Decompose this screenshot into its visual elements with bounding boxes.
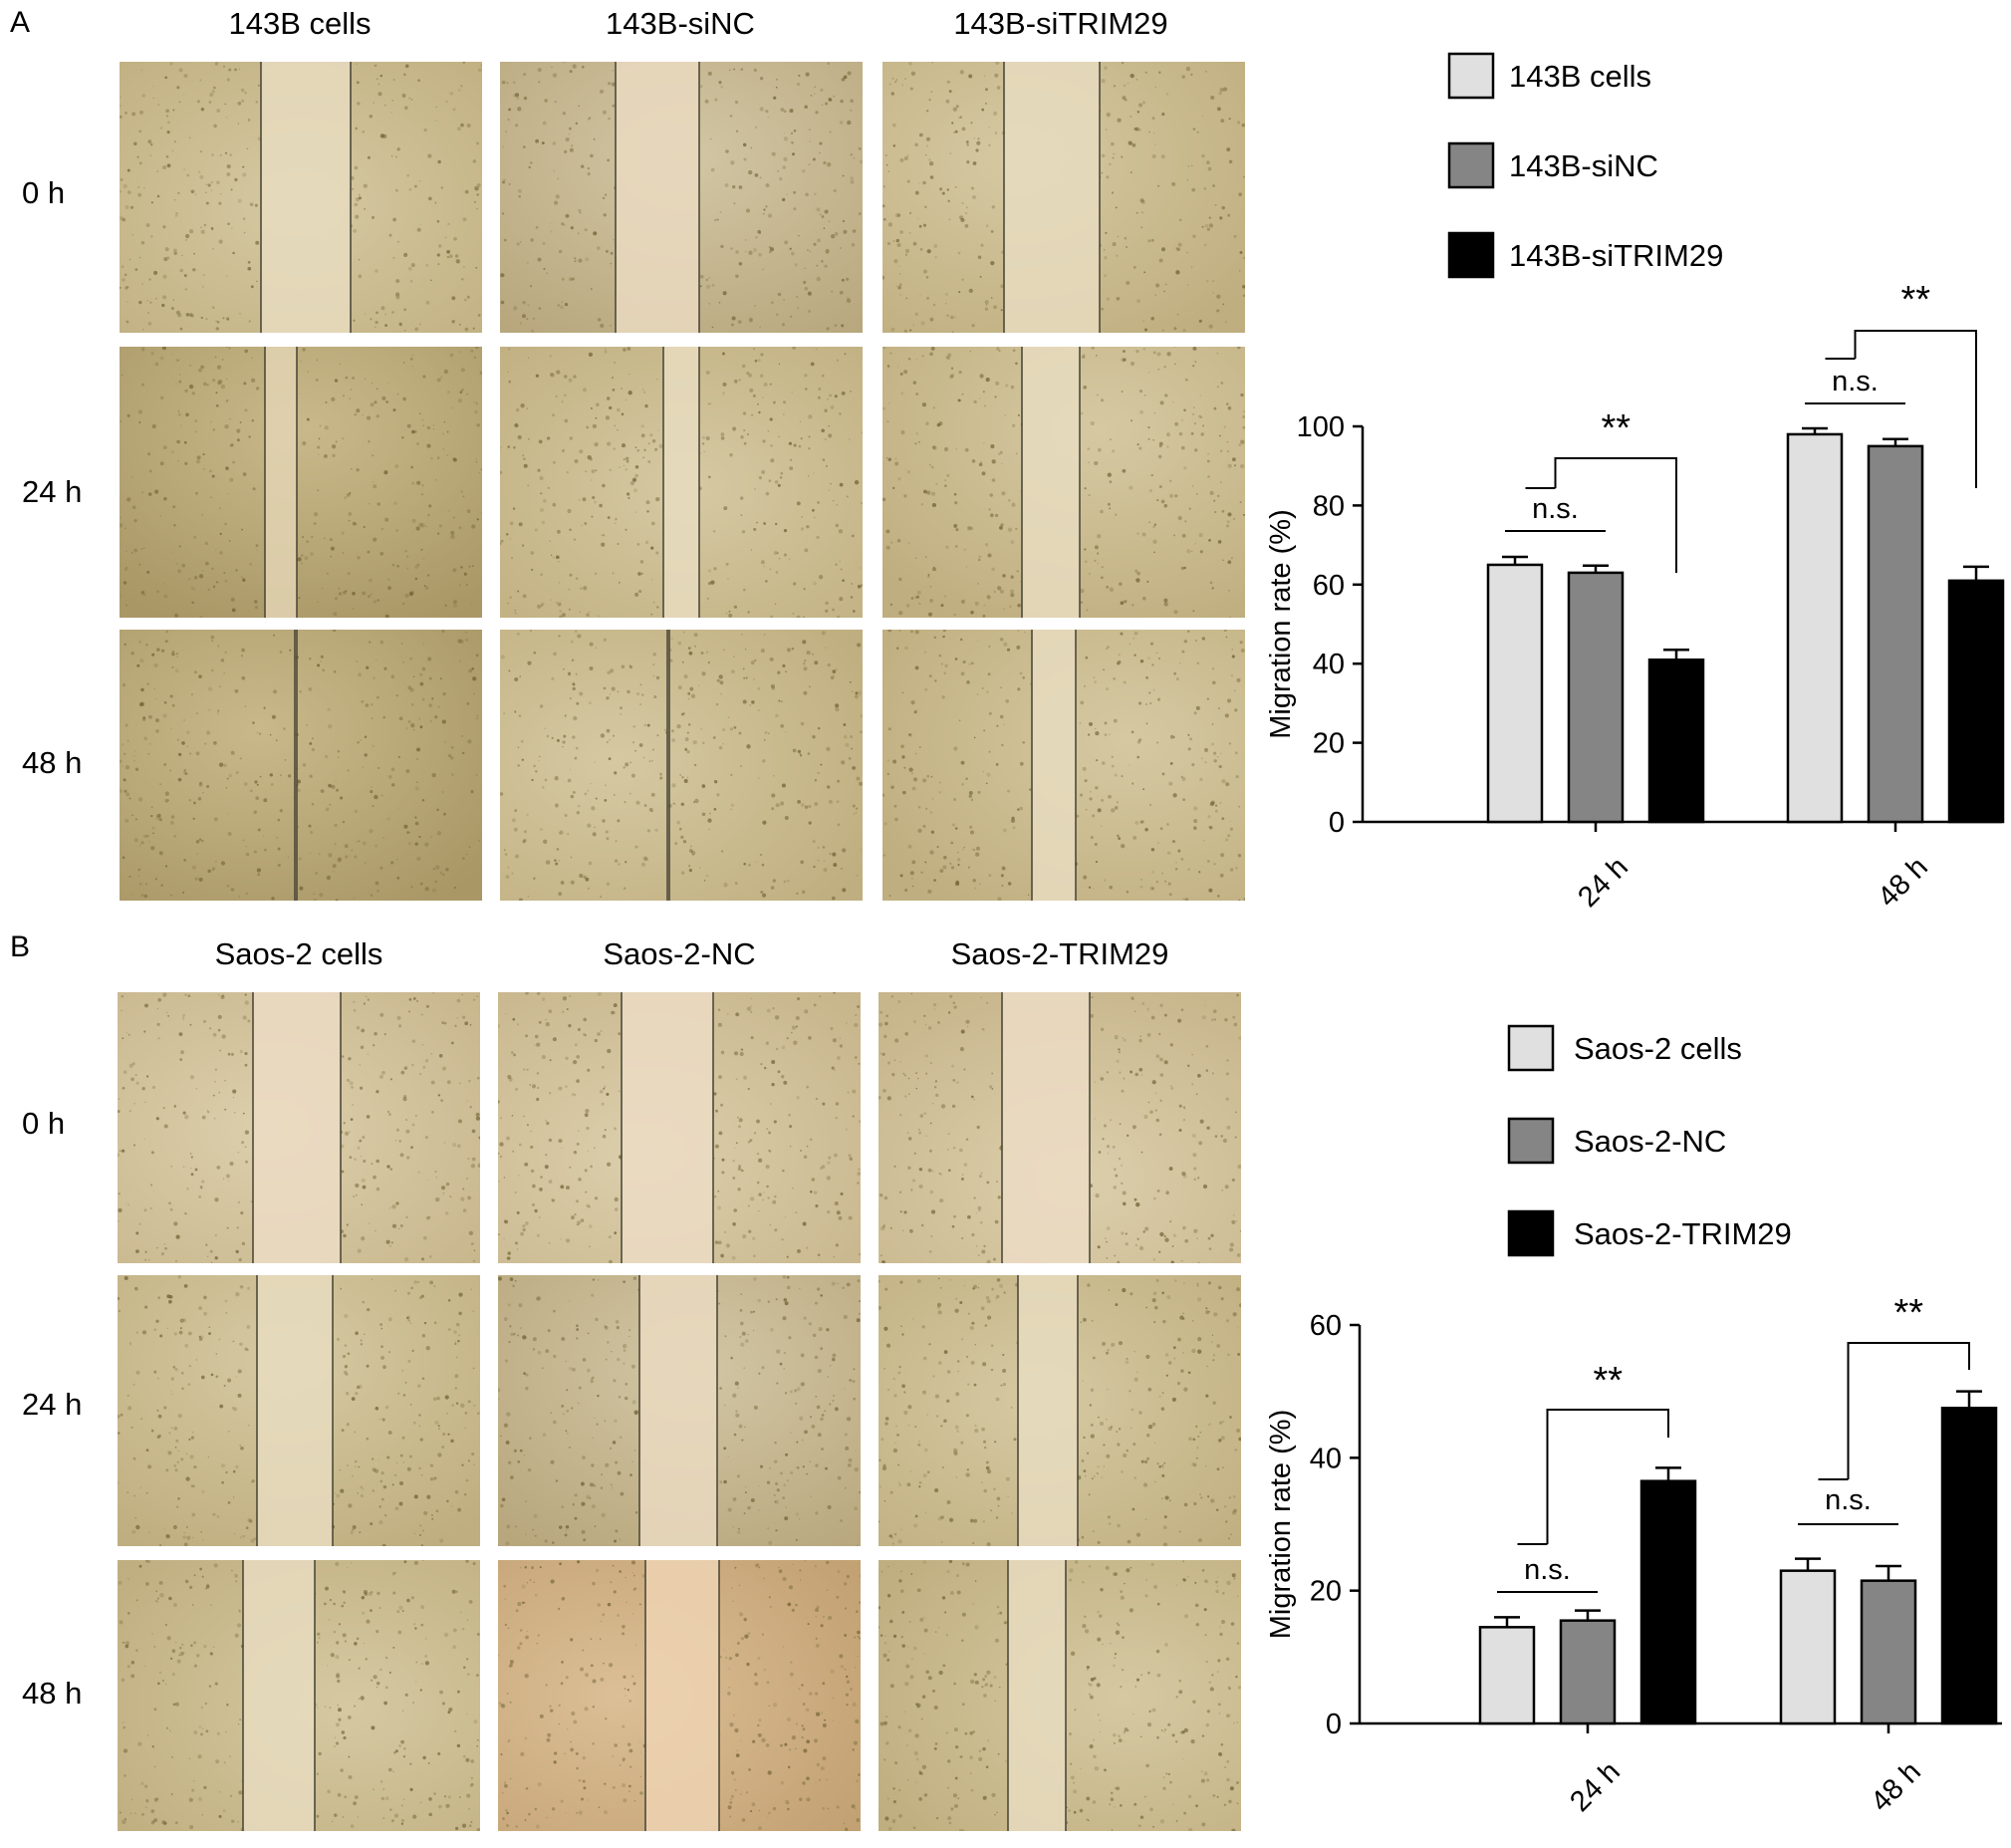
panel-b-row-label-0h: 0 h — [22, 1106, 66, 1141]
bar — [1647, 658, 1705, 824]
panel-b-column-title-3: Saos-2-TRIM29 — [950, 936, 1169, 971]
legend-swatch — [1447, 231, 1495, 279]
legend-swatch — [1507, 1209, 1555, 1257]
legend-label: 143B-siNC — [1509, 148, 1658, 183]
bar — [1947, 579, 2005, 824]
bar — [1786, 432, 1844, 824]
ns-label: n.s. — [1832, 366, 1879, 397]
x-tick-label: 48 h — [1872, 851, 1934, 914]
panel-a-row-label-48h: 48 h — [22, 745, 83, 780]
bar — [1559, 1619, 1617, 1725]
legend-label: Saos-2 cells — [1574, 1031, 1742, 1066]
y-tick-label: 0 — [1326, 1709, 1342, 1740]
panel-b-row-label-48h: 48 h — [22, 1676, 83, 1711]
bar — [1478, 1626, 1536, 1725]
panel-b-column-title-1: Saos-2 cells — [214, 936, 383, 971]
micrograph-143b-cells-48h — [120, 630, 482, 901]
y-axis-label: Migration rate (%) — [1265, 509, 1297, 738]
y-tick-label: 20 — [1310, 1576, 1342, 1608]
bar — [1860, 1579, 1917, 1725]
micrograph-saos2-nc-24h — [498, 1275, 861, 1546]
y-tick-label: 60 — [1310, 1310, 1342, 1342]
x-tick-label: 24 h — [1572, 851, 1634, 914]
y-tick-label: 60 — [1313, 570, 1345, 602]
sig-bracket — [1847, 1342, 1970, 1479]
micrograph-saos2-cells-24h — [118, 1275, 480, 1546]
micrograph-saos2-trim29-0h — [879, 992, 1241, 1263]
bar — [1486, 563, 1544, 824]
y-tick-label: 80 — [1313, 490, 1345, 522]
micrograph-143b-cells-0h — [120, 62, 482, 333]
panel-a-bar-chart-svg: 143B cells 143B-siNC 143B-siTRIM29 0 20 40 60 8… — [1265, 52, 2005, 914]
micrograph-143b-sitrim29-24h — [882, 347, 1245, 618]
micrograph-143b-sitrim29-0h — [882, 62, 1245, 333]
panel-b-bar-chart-svg: Saos-2 cells Saos-2-NC Saos-2-TRIM29 0 20 40 6… — [1265, 1024, 2002, 1818]
bar — [1940, 1407, 1998, 1725]
legend-label: Saos-2-TRIM29 — [1574, 1216, 1792, 1251]
legend-swatch — [1447, 52, 1495, 100]
panel-b-chart: Saos-2 cells Saos-2-NC Saos-2-TRIM29 0 20 40 6… — [1235, 986, 2011, 1848]
ns-label: n.s. — [1524, 1554, 1571, 1586]
bar — [1779, 1569, 1837, 1725]
x-tick-label: 24 h — [1564, 1755, 1627, 1818]
micrograph-saos2-nc-48h — [498, 1560, 861, 1831]
sig-label: ** — [1900, 279, 1930, 321]
sig-bracket — [1546, 1409, 1669, 1544]
y-tick-label: 100 — [1297, 411, 1345, 443]
micrograph-saos2-trim29-48h — [879, 1560, 1241, 1831]
panel-a-column-title-1: 143B cells — [228, 6, 372, 41]
micrograph-143b-sinc-24h — [500, 347, 863, 618]
legend-swatch — [1447, 141, 1495, 189]
bar — [1567, 571, 1625, 824]
ns-label: n.s. — [1825, 1484, 1872, 1516]
micrograph-143b-sinc-48h — [500, 630, 863, 901]
micrograph-saos2-trim29-24h — [879, 1275, 1241, 1546]
micrograph-saos2-cells-48h — [118, 1560, 480, 1831]
x-tick-label: 48 h — [1865, 1755, 1927, 1818]
sig-label: ** — [1893, 1292, 1923, 1334]
sig-bracket — [1854, 330, 1977, 488]
panel-a-row-label-24h: 24 h — [22, 474, 83, 509]
panel-a-letter: A — [10, 6, 31, 39]
y-tick-label: 40 — [1313, 649, 1345, 680]
sig-label: ** — [1601, 407, 1631, 449]
sig-label: ** — [1593, 1360, 1623, 1402]
ns-label: n.s. — [1532, 493, 1579, 525]
bar — [1867, 444, 1924, 824]
panel-b-row-label-24h: 24 h — [22, 1387, 83, 1422]
legend-swatch — [1507, 1024, 1555, 1072]
panel-b-letter: B — [10, 930, 31, 963]
micrograph-saos2-cells-0h — [118, 992, 480, 1263]
legend-label: 143B cells — [1509, 59, 1651, 94]
y-tick-label: 0 — [1329, 807, 1345, 839]
panel-b-column-title-2: Saos-2-NC — [603, 936, 756, 971]
legend-label: 143B-siTRIM29 — [1509, 238, 1723, 273]
legend-swatch — [1507, 1117, 1555, 1165]
y-tick-label: 20 — [1313, 728, 1345, 760]
micrograph-143b-sitrim29-48h — [882, 630, 1245, 901]
panel-a-column-title-2: 143B-siNC — [606, 6, 755, 41]
y-axis-label: Migration rate (%) — [1265, 1410, 1297, 1639]
bar — [1639, 1479, 1697, 1725]
panel-a-chart: 143B cells 143B-siNC 143B-siTRIM29 0 20 40 60 8… — [1235, 30, 2011, 926]
micrograph-saos2-nc-0h — [498, 992, 861, 1263]
legend-label: Saos-2-NC — [1574, 1124, 1726, 1159]
y-tick-label: 40 — [1310, 1443, 1342, 1474]
panel-a-row-label-0h: 0 h — [22, 175, 66, 210]
micrograph-143b-sinc-0h — [500, 62, 863, 333]
panel-a-column-title-3: 143B-siTRIM29 — [953, 6, 1168, 41]
micrograph-143b-cells-24h — [120, 347, 482, 618]
sig-bracket — [1554, 457, 1677, 573]
